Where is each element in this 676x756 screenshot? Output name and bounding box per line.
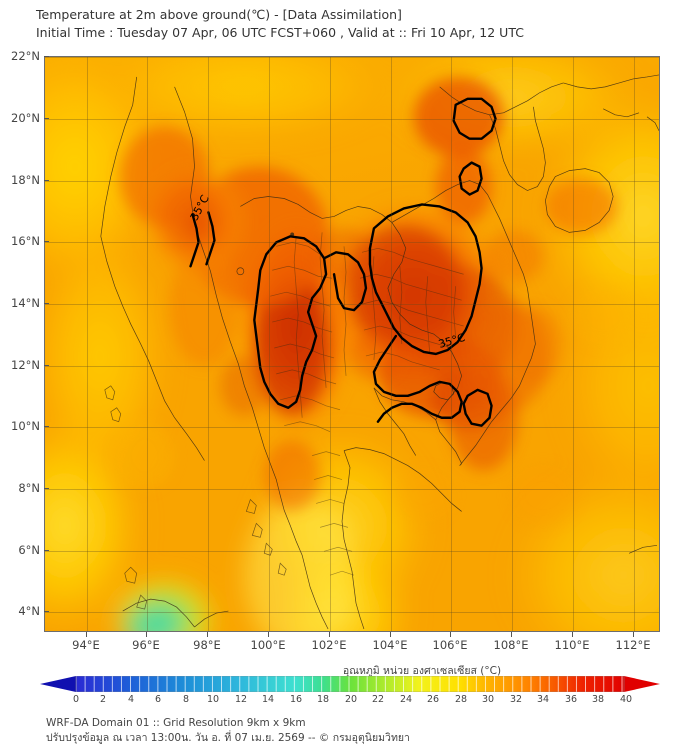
- x-tick-label: 94°E: [72, 638, 100, 652]
- x-tick-label: 110°E: [554, 638, 590, 652]
- footer-credit: ปรับปรุงข้อมูล ณ เวลา 13:00น. วัน อ. ที่…: [46, 732, 410, 744]
- colorbar-ticks: 0 2 4 6 8 10 12 14 16 18 20 22 24 26 28 …: [40, 692, 660, 708]
- x-axis: 94°E 96°E 98°E 100°E 102°E 104°E 106°E 1…: [44, 634, 660, 656]
- colorbar-tick-label: 22: [371, 694, 385, 705]
- colorbar-tick-label: 18: [316, 694, 330, 705]
- contour-35c: [189, 97, 497, 427]
- footer: WRF-DA Domain 01 :: Grid Resolution 9km …: [46, 716, 646, 746]
- colorbar-tick-label: 12: [234, 694, 248, 705]
- colorbar-tick-label: 34: [536, 694, 550, 705]
- colorbar-tick-label: 10: [206, 694, 220, 705]
- colorbar-tick-label: 16: [289, 694, 303, 705]
- colorbar-tick-label: 28: [454, 694, 468, 705]
- colorbar-tick-label: 20: [344, 694, 358, 705]
- colorbar-tick-label: 4: [127, 694, 135, 705]
- colorbar-tick-label: 30: [481, 694, 495, 705]
- y-tick-label: 6°N: [18, 543, 40, 557]
- colorbar-tick-label: 6: [154, 694, 162, 705]
- y-tick-label: 4°N: [18, 604, 40, 618]
- map-plot-area: 35°C 35°C: [44, 56, 660, 632]
- colorbar-tick-label: 32: [509, 694, 523, 705]
- x-tick-label: 106°E: [432, 638, 468, 652]
- colorbar: อุณหภูมิ หน่วย องศาเซลเซียส (°C): [40, 662, 660, 708]
- y-axis: 22°N 20°N 18°N 16°N 14°N 12°N 10°N 8°N 6…: [0, 49, 40, 632]
- y-tick-label: 18°N: [11, 173, 40, 187]
- y-tick-label: 10°N: [11, 419, 40, 433]
- footer-model-info: WRF-DA Domain 01 :: Grid Resolution 9km …: [46, 717, 306, 729]
- y-tick-label: 8°N: [18, 481, 40, 495]
- colorbar-tick-label: 26: [426, 694, 440, 705]
- chart-title: Temperature at 2m above ground(℃) - [Dat…: [36, 7, 402, 22]
- y-tick-label: 12°N: [11, 358, 40, 372]
- colorbar-tick-label: 2: [99, 694, 107, 705]
- colorbar-title: อุณหภูมิ หน่วย องศาเซลเซียส (°C): [40, 662, 660, 679]
- x-tick-label: 98°E: [193, 638, 221, 652]
- x-tick-label: 102°E: [311, 638, 347, 652]
- colorbar-gradient: [40, 676, 660, 692]
- country-borders: [100, 74, 659, 630]
- colorbar-title-text: อุณหภูมิ หน่วย องศาเซลเซียส (°C): [342, 665, 502, 677]
- temperature-field: 35°C 35°C: [45, 57, 659, 631]
- y-tick-label: 14°N: [11, 296, 40, 310]
- colorbar-tick-label: 40: [619, 694, 633, 705]
- x-tick-label: 104°E: [372, 638, 408, 652]
- x-tick-label: 96°E: [132, 638, 160, 652]
- colorbar-tick-label: 36: [564, 694, 578, 705]
- y-tick-label: 20°N: [11, 111, 40, 125]
- x-tick-label: 108°E: [493, 638, 529, 652]
- colorbar-tick-label: 24: [399, 694, 413, 705]
- x-tick-label: 112°E: [615, 638, 651, 652]
- title-block: Temperature at 2m above ground(℃) - [Dat…: [36, 6, 656, 42]
- colorbar-tick-label: 38: [591, 694, 605, 705]
- colorbar-tick-label: 8: [182, 694, 190, 705]
- chart-subtitle: Initial Time : Tuesday 07 Apr, 06 UTC FC…: [36, 25, 524, 40]
- colorbar-tick-label: 14: [261, 694, 275, 705]
- x-tick-label: 100°E: [250, 638, 286, 652]
- y-tick-label: 16°N: [11, 234, 40, 248]
- y-tick-label: 22°N: [11, 49, 40, 63]
- colorbar-tick-label: 0: [72, 694, 80, 705]
